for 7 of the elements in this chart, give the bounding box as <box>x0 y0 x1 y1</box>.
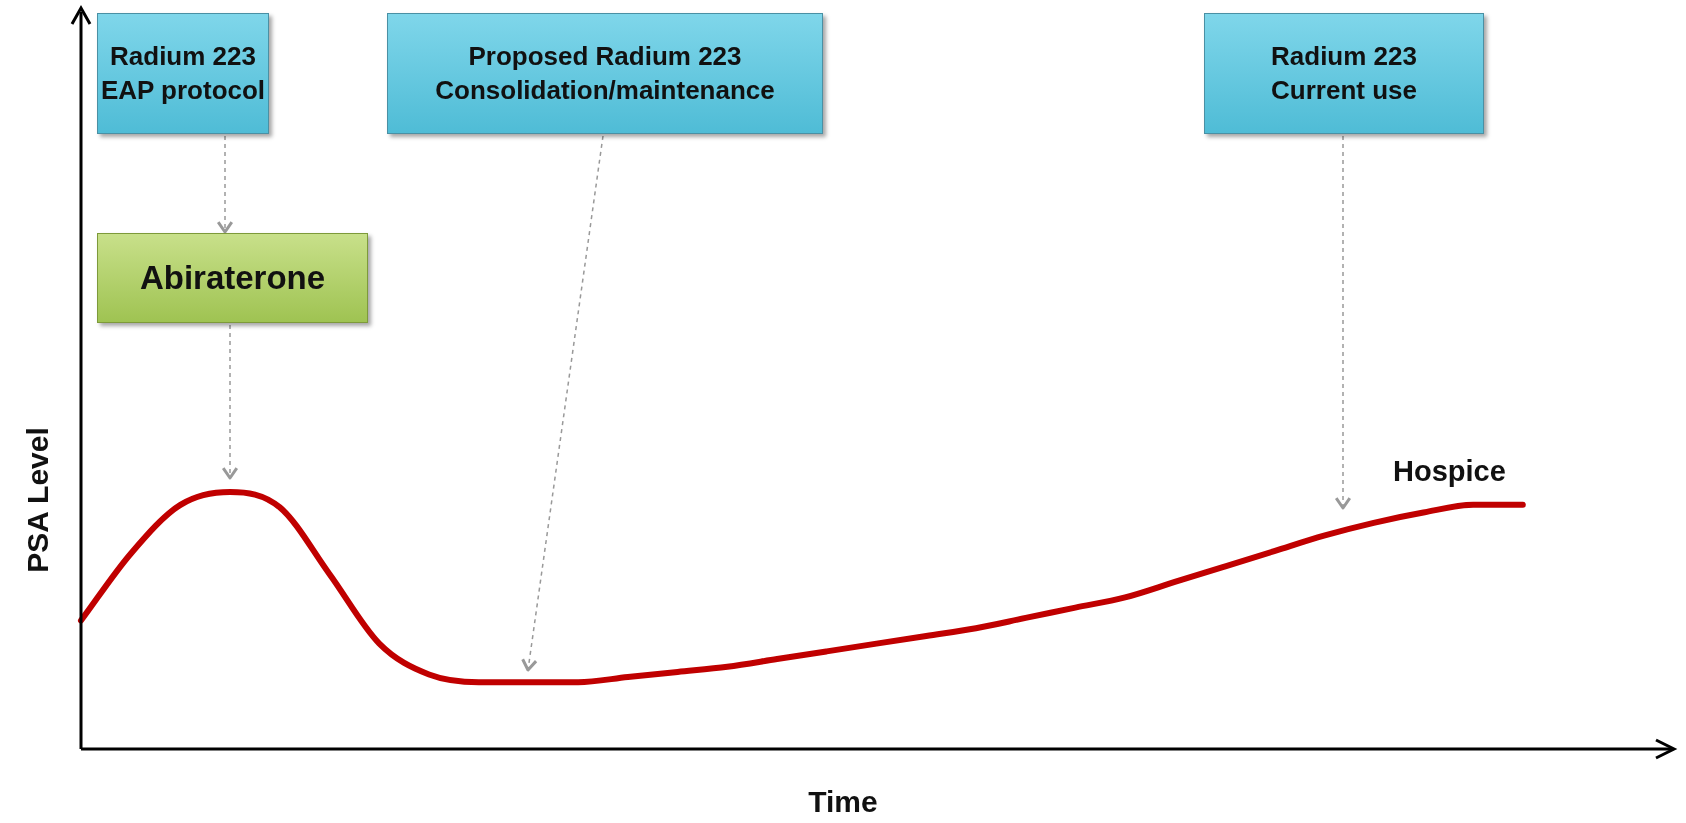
text: Abiraterone <box>97 233 368 323</box>
y-axis-title: PSA Level <box>21 427 55 573</box>
text: Radium 223 Current use <box>1204 13 1484 134</box>
text: Radium 223 EAP protocol <box>97 13 269 134</box>
text: Proposed Radium 223 Consolidation/maintenance <box>387 13 823 134</box>
text: Hospice <box>1393 455 1506 488</box>
x-axis-title: Time <box>807 785 879 819</box>
